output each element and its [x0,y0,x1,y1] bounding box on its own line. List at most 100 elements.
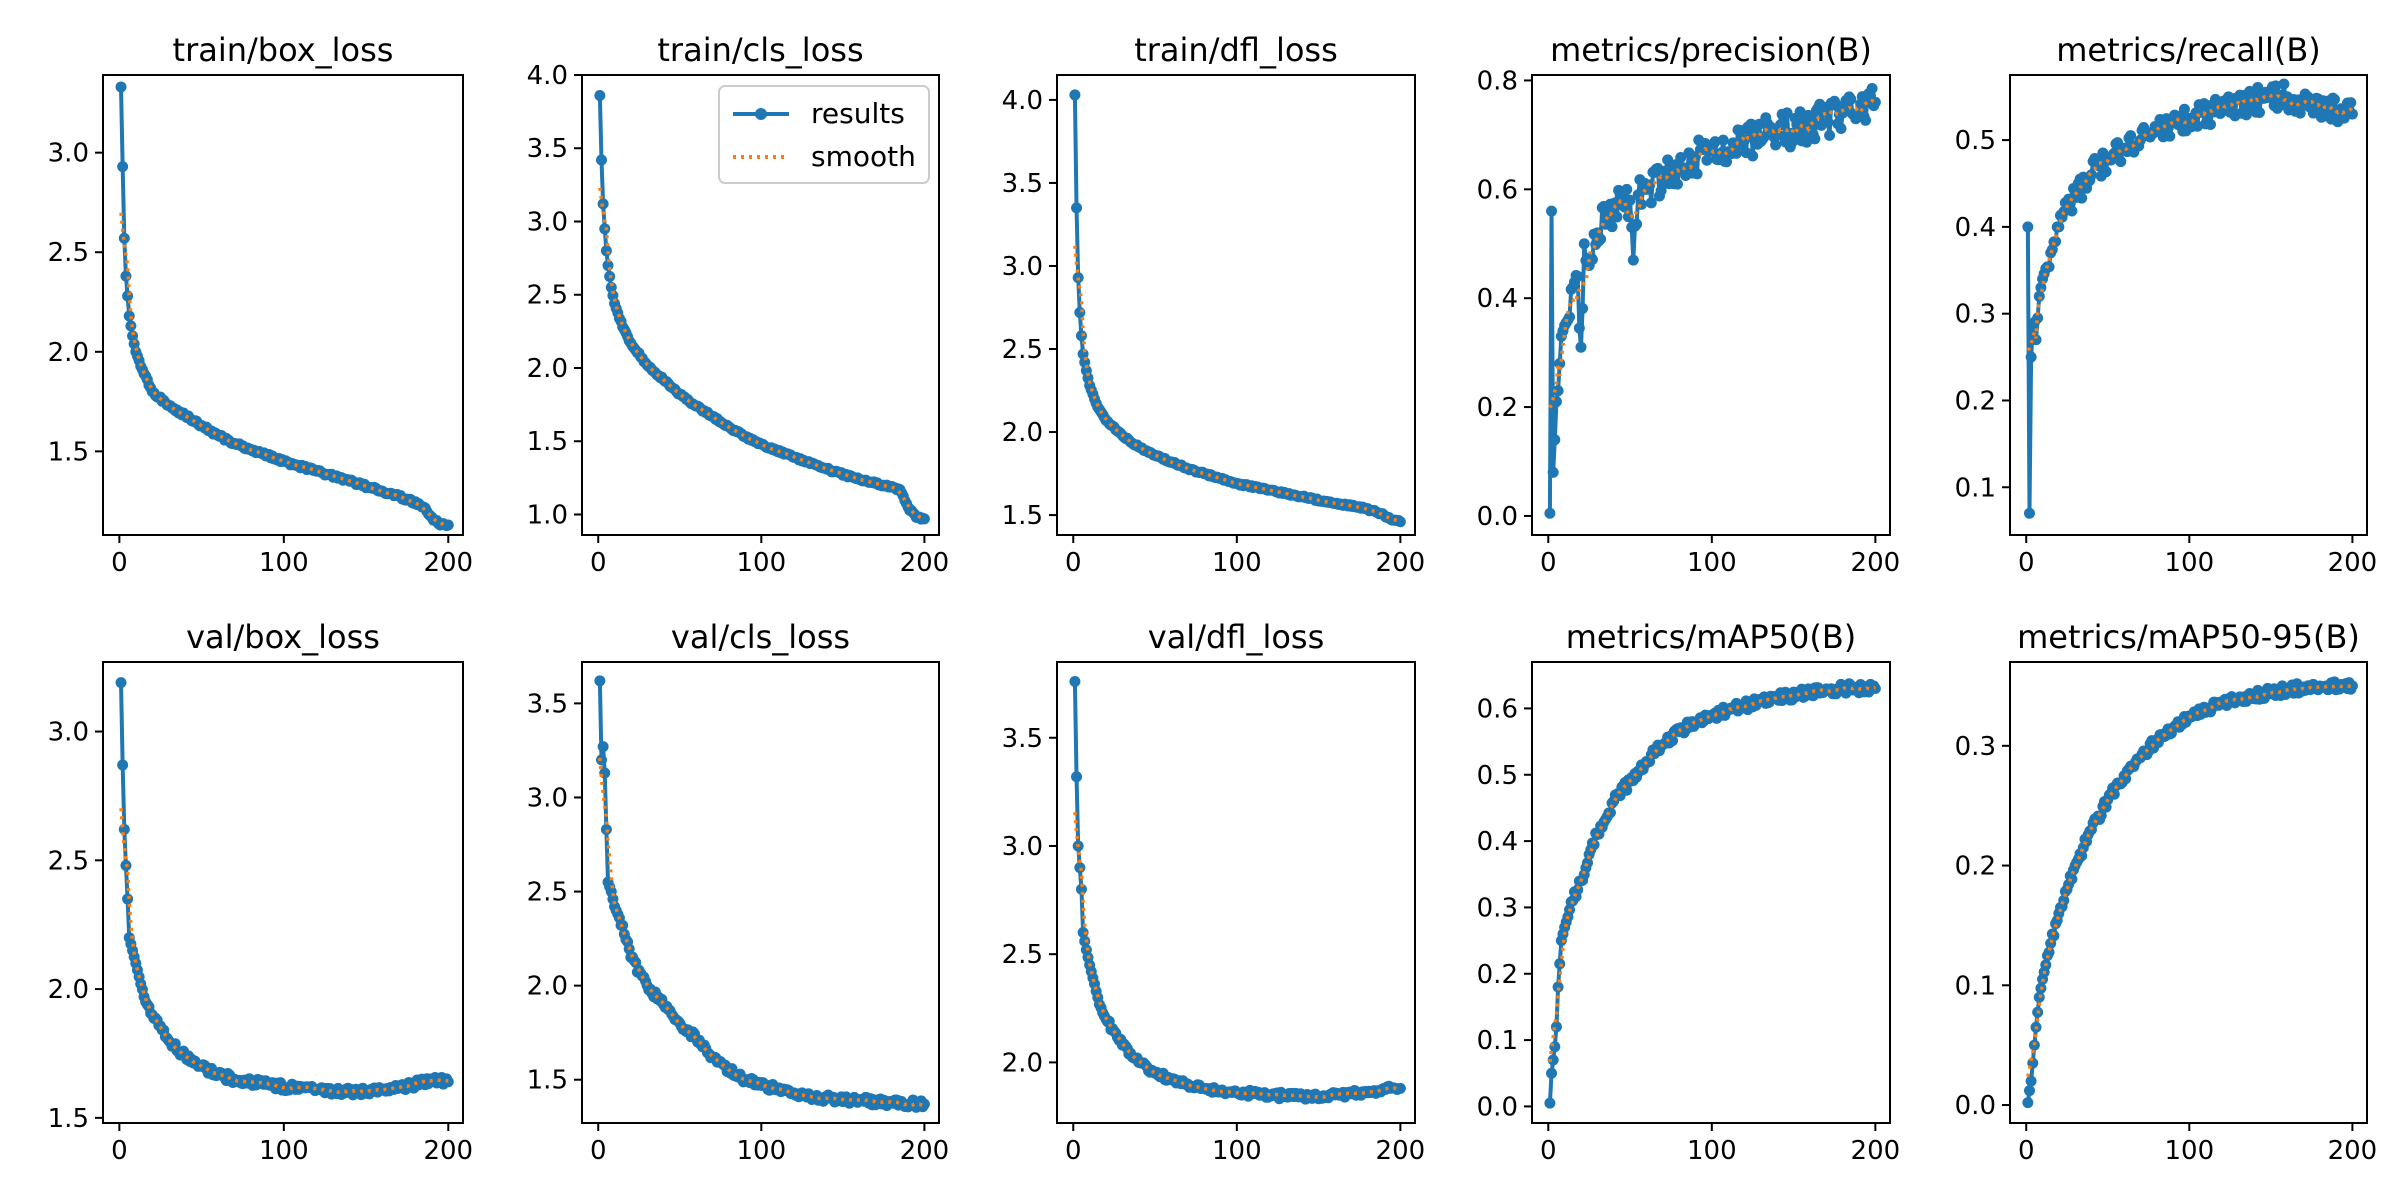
results-point [2100,166,2112,178]
chart-panel: train/dfl_loss 0 100 200 1.5 2.0 2.5 3.0 3.5 4.0 [1002,31,1426,578]
y-tick-label: 2.5 [527,878,568,908]
y-tick-label: 1.5 [48,437,89,467]
plot-area [1531,661,1891,1124]
x-tick-label: 0 [111,1136,128,1166]
y-tick-label: 1.5 [527,427,568,457]
results-point [2032,312,2044,324]
results-point [1079,935,1091,947]
results-point [2252,81,2264,93]
results-point [123,310,135,322]
results-point [1075,330,1087,342]
results-point [2076,192,2088,204]
y-tick-label: 2.0 [48,975,89,1005]
results-point [1788,135,1800,147]
y-tick-label: 3.0 [48,718,89,748]
y-tick-label: 3.0 [1002,832,1043,862]
results-point [2022,1097,2034,1109]
results-point [1860,114,1872,126]
smooth-line [1548,95,1877,409]
y-tick-label: 3.5 [527,134,568,164]
x-tick-label: 100 [2164,548,2214,578]
chart-panel: metrics/precision(B) 0 100 200 0.0 0.2 0.4 0.6 0… [1477,31,1901,578]
y-tick-label: 3.0 [527,207,568,237]
y-tick-label: 4.0 [1002,86,1043,116]
x-tick-label: 200 [1376,548,1426,578]
results-point [1747,150,1759,162]
plot-area [2009,74,2368,536]
results-point [1675,152,1687,164]
chart-panel: train/box_loss 0 100 200 1.5 2.0 2.5 3.0 [48,31,473,578]
results-point [115,677,127,689]
results-point [1809,133,1821,145]
results-point [1069,675,1081,687]
results-point [2043,946,2055,958]
x-tick-label: 100 [1687,1136,1737,1166]
y-tick-label: 2.5 [527,281,568,311]
x-tick-label: 200 [900,548,950,578]
results-point [2240,109,2252,121]
results-point [1721,156,1733,168]
x-tick-label: 0 [590,548,607,578]
results-point [2043,261,2055,273]
results-point [1549,434,1561,446]
chart-panel: metrics/mAP50(B) 0 100 200 0.0 0.1 0.2 0.3 0.4 0.… [1477,618,1901,1166]
smooth-line [598,187,925,520]
results-point [2345,97,2357,109]
chart-title: metrics/mAP50-95(B) [2017,618,2360,656]
results-point [1074,306,1086,318]
results-point [2022,221,2034,233]
results-point [1730,147,1742,159]
y-tick-label: 3.5 [1002,724,1043,754]
x-tick-label: 0 [1540,548,1557,578]
y-tick-label: 0.3 [1955,300,1996,330]
x-tick-label: 200 [1851,548,1901,578]
y-tick-label: 0.1 [1955,971,1996,1001]
results-point [594,90,606,102]
x-tick-label: 0 [2018,1136,2035,1166]
y-tick-label: 1.5 [1002,501,1043,531]
results-point [2125,130,2137,142]
series-group [2022,676,2358,1109]
x-tick-label: 100 [1212,548,1262,578]
x-tick-label: 0 [2018,548,2035,578]
x-tick-label: 200 [2328,548,2378,578]
results-point [1631,218,1643,230]
chart-title: train/box_loss [173,31,394,69]
results-point [1552,981,1564,993]
x-tick-label: 200 [423,548,473,578]
chart-title: metrics/precision(B) [1550,31,1872,69]
results-point [1604,807,1616,819]
y-tick-label: 1.5 [527,1066,568,1096]
results-point [594,675,606,687]
y-tick-label: 2.0 [527,972,568,1002]
results-point [600,823,612,835]
series-group [594,675,930,1113]
results-point [1635,198,1647,210]
results-point [918,513,930,525]
chart-title: metrics/recall(B) [2056,31,2321,69]
plot-area [1056,661,1416,1124]
results-point [1830,100,1842,112]
results-point [1069,89,1081,101]
x-tick-label: 100 [1687,548,1737,578]
results-point [1622,211,1634,223]
results-point [1552,385,1564,397]
results-point [1394,1082,1406,1094]
results-point [115,81,127,93]
chart-title: train/cls_loss [657,31,863,69]
x-tick-label: 200 [1376,1136,1426,1166]
results-point [600,245,612,257]
y-tick-label: 2.5 [48,238,89,268]
results-point [2053,221,2065,233]
results-point [1773,129,1785,141]
results-point [1077,927,1089,939]
results-point [120,270,132,282]
x-tick-label: 0 [1065,548,1082,578]
series-group [115,81,454,532]
plot-area [581,661,940,1124]
results-point [1866,82,1878,94]
results-point [1717,134,1729,146]
x-tick-label: 0 [590,1136,607,1166]
y-tick-label: 0.0 [1477,502,1518,532]
y-tick-label: 2.5 [1002,335,1043,365]
